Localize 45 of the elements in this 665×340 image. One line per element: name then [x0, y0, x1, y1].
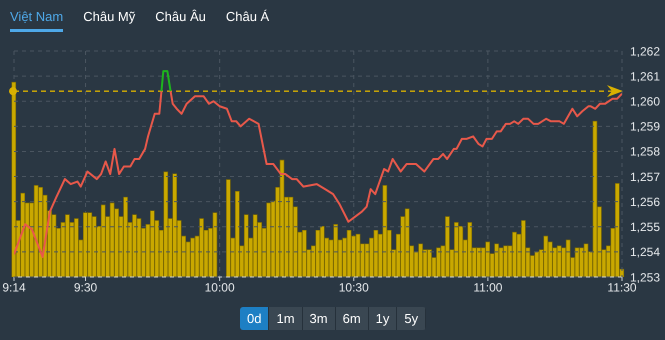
x-tick-label: 9:30 [74, 280, 98, 295]
y-tick-label: 1,256 [630, 194, 660, 209]
bar [574, 247, 580, 277]
text: 0d [240, 307, 270, 330]
text: 5y [397, 307, 426, 330]
x-tick-label: 10:30 [338, 280, 370, 295]
text: 6m [336, 307, 369, 330]
bar [87, 212, 92, 277]
text: 1y [368, 307, 398, 330]
bar [543, 236, 548, 277]
bar [427, 249, 432, 277]
bar [346, 230, 352, 277]
bar [614, 183, 620, 277]
bar [418, 244, 423, 277]
bar [199, 218, 204, 277]
y-tick-label: 1,262 [630, 44, 660, 58]
text: Châu Á [226, 9, 270, 26]
bar [467, 222, 472, 277]
bar [315, 230, 320, 277]
bar [320, 226, 325, 277]
text: Châu Mỹ [83, 9, 136, 26]
bar [498, 247, 504, 277]
bar [163, 171, 168, 277]
text: Châu Âu [155, 9, 206, 26]
y-tick-label: 1,258 [630, 144, 660, 159]
bar [476, 247, 482, 277]
y-tick-label: 1,259 [630, 120, 660, 134]
y-tick-label: 1,254 [630, 245, 660, 260]
bar [226, 179, 231, 277]
bar [566, 240, 570, 277]
text: Việt Nam [10, 9, 64, 32]
y-tick-label: 1,260 [630, 94, 660, 108]
bar [190, 238, 195, 277]
y-tick-label: 1,255 [630, 220, 660, 234]
x-tick-label: 11:00 [473, 280, 503, 295]
bar [92, 216, 97, 277]
x-tick-label: 9:14 [2, 280, 26, 295]
text: 1m [269, 307, 303, 330]
y-tick-label: 1,257 [630, 170, 660, 184]
x-tick-label: 10:00 [204, 280, 235, 295]
text: 3m [302, 307, 336, 330]
line-series [14, 90, 162, 258]
y-tick-label: 1,261 [630, 69, 660, 84]
bar [244, 214, 249, 277]
bar [172, 173, 178, 277]
